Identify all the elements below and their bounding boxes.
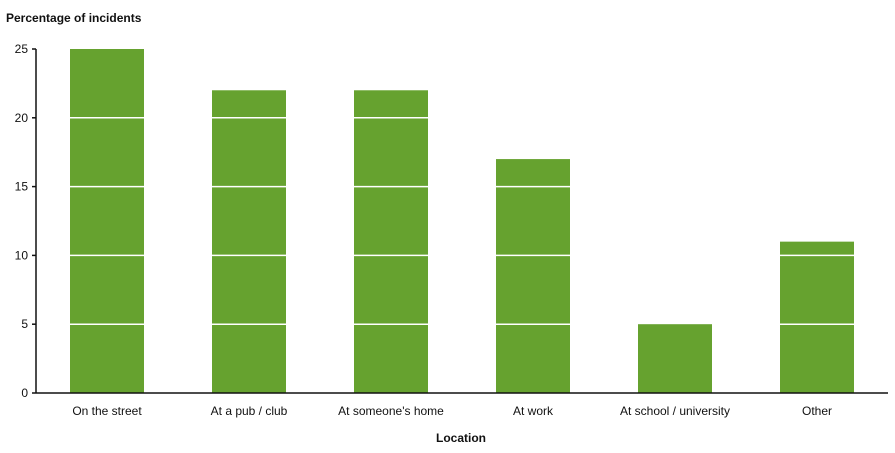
bar — [780, 241, 854, 393]
x-axis-categories: On the street At a pub / club At someone's… — [72, 404, 832, 418]
y-axis-label: Percentage of incidents — [6, 11, 142, 25]
bar — [638, 324, 712, 393]
x-category-label: At school / university — [620, 404, 730, 418]
y-tick-label: 20 — [15, 111, 29, 125]
bar — [496, 159, 570, 393]
x-category-label: At work — [513, 404, 554, 418]
x-category-label: Other — [802, 404, 832, 418]
bar — [70, 49, 144, 393]
y-tick-label: 10 — [15, 248, 29, 262]
y-tick-label: 0 — [21, 386, 28, 400]
y-axis: 0 5 10 15 20 25 — [15, 42, 36, 400]
y-tick-label: 25 — [15, 42, 29, 56]
x-category-label: At a pub / club — [211, 404, 288, 418]
x-category-label: On the street — [72, 404, 142, 418]
bar — [212, 90, 286, 393]
y-tick-label: 5 — [21, 317, 28, 331]
bars — [70, 49, 854, 393]
x-category-label: At someone's home — [338, 404, 444, 418]
bar — [354, 90, 428, 393]
y-tick-label: 15 — [15, 180, 29, 194]
x-axis-label: Location — [436, 431, 486, 445]
